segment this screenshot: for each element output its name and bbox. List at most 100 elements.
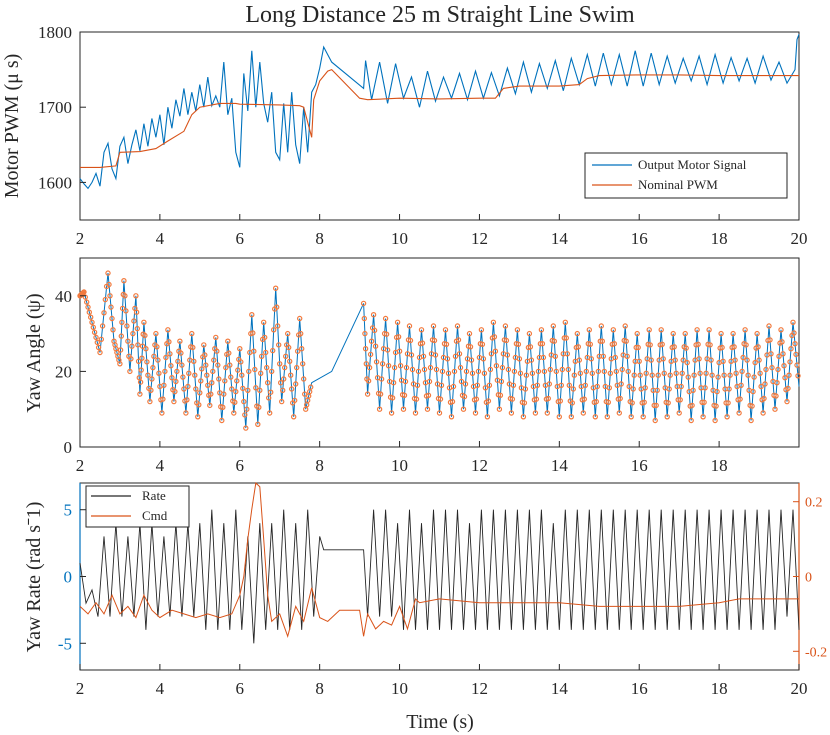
yaw-angle-marker [160, 396, 166, 402]
yaw-angle-marker [701, 399, 707, 405]
yaw-angle-marker [660, 356, 666, 362]
yaw-angle-marker [773, 393, 779, 399]
yaw-angle-marker [301, 376, 307, 382]
rate-legend: Rate Cmd [85, 485, 190, 528]
yaw-angle-marker [700, 414, 706, 420]
yaw-angle-marker [197, 390, 203, 396]
yaw-angle-marker [642, 385, 648, 391]
yaw-angle-marker [768, 351, 774, 357]
yaw-angle-marker [566, 382, 573, 388]
yaw-angle-marker [294, 364, 300, 371]
yaw-angle-marker [286, 344, 292, 351]
yaw-angle-marker [138, 367, 144, 373]
legend-output-motor-signal: Output Motor Signal [638, 157, 747, 172]
yaw-angle-marker [148, 387, 154, 393]
yaw-angle-marker [449, 398, 456, 405]
xtick-label: 8 [315, 229, 324, 248]
yaw-angle-marker [233, 388, 239, 395]
yaw-angle-marker [215, 362, 221, 368]
yaw-angle-marker [202, 352, 208, 358]
yaw-angle-marker [562, 319, 569, 325]
yaw-angle-marker [384, 347, 391, 353]
yaw-angle-marker [85, 304, 91, 310]
yaw-angle-marker [213, 334, 219, 341]
yaw-angle-marker [101, 310, 107, 316]
yaw-angle-marker [697, 370, 703, 376]
yaw-angle-marker [724, 414, 730, 420]
yaw-angle-marker [105, 270, 111, 276]
yaw-angle-marker [658, 327, 664, 333]
yaw-angle-marker [785, 385, 791, 392]
yaw-angle-marker [718, 330, 724, 337]
yaw-angle-marker [457, 364, 464, 371]
yaw-angle-marker [589, 370, 596, 376]
yaw-angle-marker [571, 372, 578, 378]
yaw-angle-marker [622, 323, 628, 329]
yaw-angle-marker [740, 354, 746, 361]
yaw-angle-marker [580, 410, 587, 416]
yaw-angle-marker [265, 380, 271, 386]
yaw-angle-marker [721, 372, 727, 378]
yaw-angle-marker [550, 323, 557, 329]
yaw-angle-marker [479, 341, 486, 347]
yaw-angle-marker [723, 400, 729, 406]
yaw-angle-marker [89, 319, 95, 325]
yaw-angle-marker [431, 337, 438, 344]
yaw-angle-marker [98, 336, 105, 342]
yaw-angle-marker [611, 341, 618, 347]
yaw-angle-marker [97, 349, 103, 356]
time-xlabel: Time (s) [406, 711, 474, 733]
yaw-angle-marker [216, 376, 222, 382]
yaw-angle-marker [538, 327, 545, 333]
yaw-angle-marker [795, 373, 801, 379]
yaw-angle-marker [154, 344, 160, 350]
yaw-angle-marker [211, 357, 217, 363]
yaw-angle-marker [203, 362, 209, 368]
yaw-angle-marker [782, 375, 788, 381]
yaw-angle-marker [601, 368, 608, 375]
yaw-angle-marker [451, 368, 458, 375]
yaw-angle-marker [463, 368, 470, 375]
yaw-angle-marker [153, 330, 159, 337]
yaw-angle-marker [370, 312, 377, 318]
yaw-angle-marker [522, 386, 529, 392]
yaw-angle-marker [99, 323, 106, 329]
yaw-angle-marker [125, 338, 131, 344]
yaw-angle-marker [592, 414, 599, 420]
yaw-angle-marker [643, 370, 649, 376]
yaw-angle-marker [426, 378, 433, 385]
legend-rate: Rate [142, 488, 166, 503]
yaw-angle-marker [94, 339, 101, 346]
yaw-angle-marker [226, 350, 232, 356]
yaw-angle-marker [246, 368, 252, 375]
yaw-angle-marker [450, 383, 457, 390]
yaw-angle-marker [545, 395, 552, 402]
yaw-angle-marker [292, 397, 298, 404]
yaw-angle-marker [515, 341, 522, 347]
yaw-angle-marker [528, 357, 535, 363]
yaw-angle-marker [107, 293, 113, 299]
yaw-angle-marker [243, 425, 249, 431]
yaw-angle-marker [174, 368, 180, 375]
yaw-angle-marker [629, 400, 635, 406]
yaw-angle-marker [127, 368, 133, 375]
yaw-angle-marker [437, 396, 444, 402]
yaw-angle-marker [461, 393, 468, 400]
yaw-angle-marker [667, 372, 673, 378]
yaw-angle-marker [676, 410, 682, 416]
yaw-angle-marker [413, 396, 420, 402]
yaw-angle-marker [661, 370, 667, 376]
yaw-angle-marker [521, 400, 528, 406]
rate-line [79, 509, 800, 644]
yaw-angle-marker [163, 354, 169, 361]
yaw-angle-marker [420, 353, 427, 359]
yaw-angle-marker [110, 327, 116, 333]
yaw-angle-marker [308, 384, 314, 390]
yaw-angle-marker [412, 410, 419, 416]
yaw-angle-marker [195, 414, 201, 420]
xtick-label: 16 [631, 229, 648, 248]
yaw-angle-marker [756, 357, 762, 363]
yaw-angle-marker [752, 359, 758, 366]
yaw-angle-marker [616, 410, 623, 416]
yaw-angle-marker [719, 344, 725, 351]
